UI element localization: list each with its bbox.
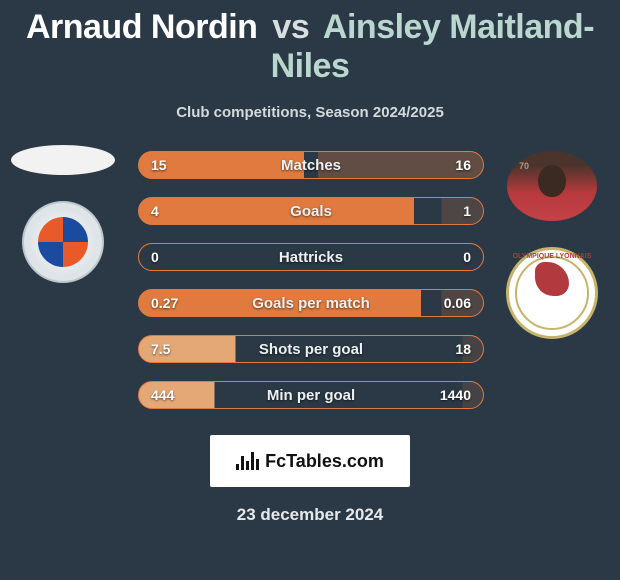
stat-row-min-per-goal: 444 Min per goal 1440 [138, 381, 484, 409]
stat-value-right: 16 [455, 157, 471, 173]
stat-value-left: 7.5 [151, 341, 170, 357]
site-logo[interactable]: FcTables.com [210, 435, 410, 487]
stat-row-goals: 4 Goals 1 [138, 197, 484, 225]
stat-row-shots-per-goal: 7.5 Shots per goal 18 [138, 335, 484, 363]
subtitle: Club competitions, Season 2024/2025 [0, 104, 620, 121]
comparison-content: 70 OLYMPIQUE LYONNAIS 15Matches164Goals1… [0, 151, 620, 409]
stat-value-left: 4 [151, 203, 159, 219]
comparison-title: Arnaud Nordin vs Ainsley Maitland-Niles [0, 0, 620, 86]
stat-label: Shots per goal [259, 341, 363, 358]
stat-label: Hattricks [279, 249, 343, 266]
vs-separator: vs [272, 8, 309, 46]
right-player-column: 70 OLYMPIQUE LYONNAIS [502, 151, 602, 339]
stat-value-right: 1 [463, 203, 471, 219]
generation-date: 23 december 2024 [0, 505, 620, 525]
player2-shirt-number: 70 [519, 161, 529, 171]
stat-label: Matches [281, 157, 341, 174]
stat-value-right: 0 [463, 249, 471, 265]
player1-club-logo [22, 201, 104, 283]
stat-value-right: 18 [455, 341, 471, 357]
stat-value-right: 0.06 [444, 295, 471, 311]
player1-name: Arnaud Nordin [26, 8, 257, 46]
lion-icon [535, 262, 569, 296]
stat-row-matches: 15 Matches 16 [138, 151, 484, 179]
stat-label: Min per goal [267, 387, 355, 404]
stat-label: Goals per match [252, 295, 370, 312]
left-player-column [8, 145, 118, 283]
stat-label: Goals [290, 203, 332, 220]
stat-value-left: 0.27 [151, 295, 178, 311]
club-right-label: OLYMPIQUE LYONNAIS [513, 253, 592, 260]
site-name: FcTables.com [265, 451, 384, 472]
player2-club-logo: OLYMPIQUE LYONNAIS [506, 247, 598, 339]
stat-value-right: 1440 [440, 387, 471, 403]
player2-name: Ainsley Maitland-Niles [271, 8, 594, 85]
stat-value-left: 0 [151, 249, 159, 265]
stat-row-goals-per-match: 0.27 Goals per match 0.06 [138, 289, 484, 317]
stat-row-hattricks: 0 Hattricks 0 [138, 243, 484, 271]
stat-value-left: 444 [151, 387, 174, 403]
barchart-icon [236, 452, 259, 470]
stat-value-left: 15 [151, 157, 167, 173]
player1-photo-placeholder [11, 145, 115, 175]
player2-photo: 70 [507, 151, 597, 221]
stat-rows: 15 Matches 16 4 Goals 1 0 Hattricks 0 0.27 Goals p… [138, 151, 484, 409]
